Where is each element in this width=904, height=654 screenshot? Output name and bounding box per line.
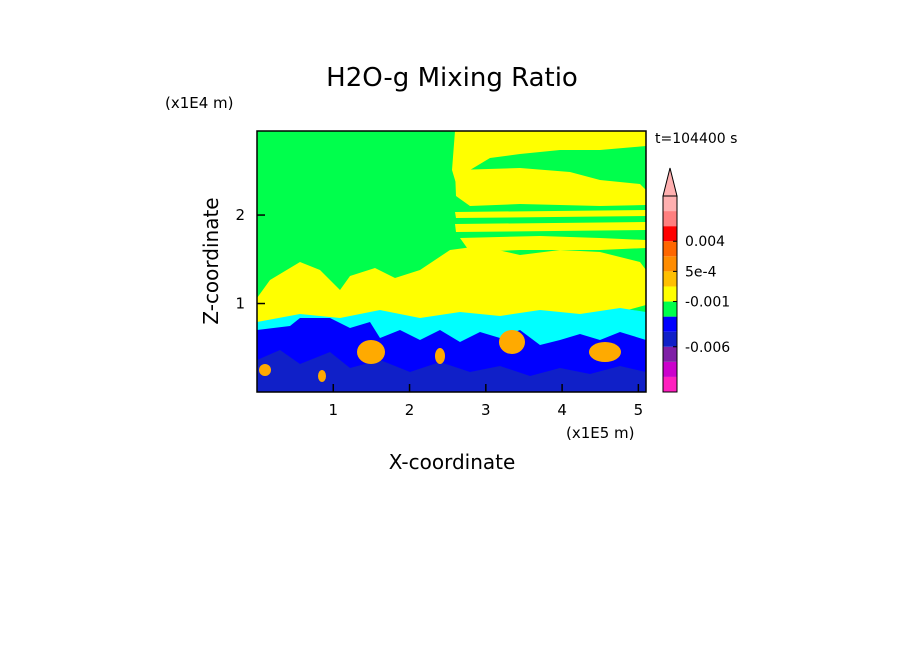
- colorbar-label: -0.006: [685, 340, 730, 356]
- dark-blue-layer: [257, 350, 646, 392]
- x-tick-label: 3: [481, 401, 491, 419]
- chart-title: H2O-g Mixing Ratio: [326, 63, 578, 93]
- colorbar-swatch: [663, 301, 677, 317]
- x-tick-label: 5: [634, 401, 644, 419]
- x-tick-label: 1: [329, 401, 339, 419]
- colorbar-swatch: [663, 316, 677, 332]
- x-ticks: 1 2 3 4 5: [329, 384, 644, 419]
- colorbar-swatch: [663, 256, 677, 272]
- colorbar-swatch: [663, 376, 677, 392]
- colorbar-swatch: [663, 241, 677, 257]
- colorbar-label: 5e-4: [685, 264, 717, 280]
- moist-region-mid: [257, 246, 646, 322]
- time-label: t=104400 s: [655, 131, 737, 147]
- colorbar-extend-arrow: [662, 167, 678, 197]
- colorbar-swatch: [663, 196, 677, 212]
- y-tick-label: 1: [235, 295, 245, 313]
- colorbar-swatch: [663, 286, 677, 302]
- colorbar-swatch: [663, 361, 677, 377]
- colorbar-label: 0.004: [685, 234, 725, 250]
- plot-frame: [256, 130, 647, 393]
- colorbar-swatch: [663, 271, 677, 287]
- y-tick-label: 2: [235, 206, 245, 224]
- colorbar: 0.004 5e-4 -0.001 -0.006: [662, 167, 730, 393]
- colorbar-swatch: [663, 226, 677, 242]
- moist-region-upper: [452, 131, 646, 252]
- orange-plumes: [259, 330, 621, 382]
- x-unit-label: (x1E5 m): [566, 424, 635, 442]
- colorbar-frame: [662, 195, 678, 393]
- x-axis-label: X-coordinate: [389, 450, 516, 474]
- x-tick-label: 2: [405, 401, 415, 419]
- y-unit-label: (x1E4 m): [165, 94, 234, 112]
- x-tick-label: 4: [557, 401, 567, 419]
- y-axis-label: Z-coordinate: [199, 197, 223, 324]
- colorbar-swatch: [663, 211, 677, 227]
- colorbar-swatch: [663, 346, 677, 362]
- colorbar-label: -0.001: [685, 295, 730, 311]
- y-ticks: 12: [235, 206, 265, 313]
- colorbar-swatch: [663, 331, 677, 347]
